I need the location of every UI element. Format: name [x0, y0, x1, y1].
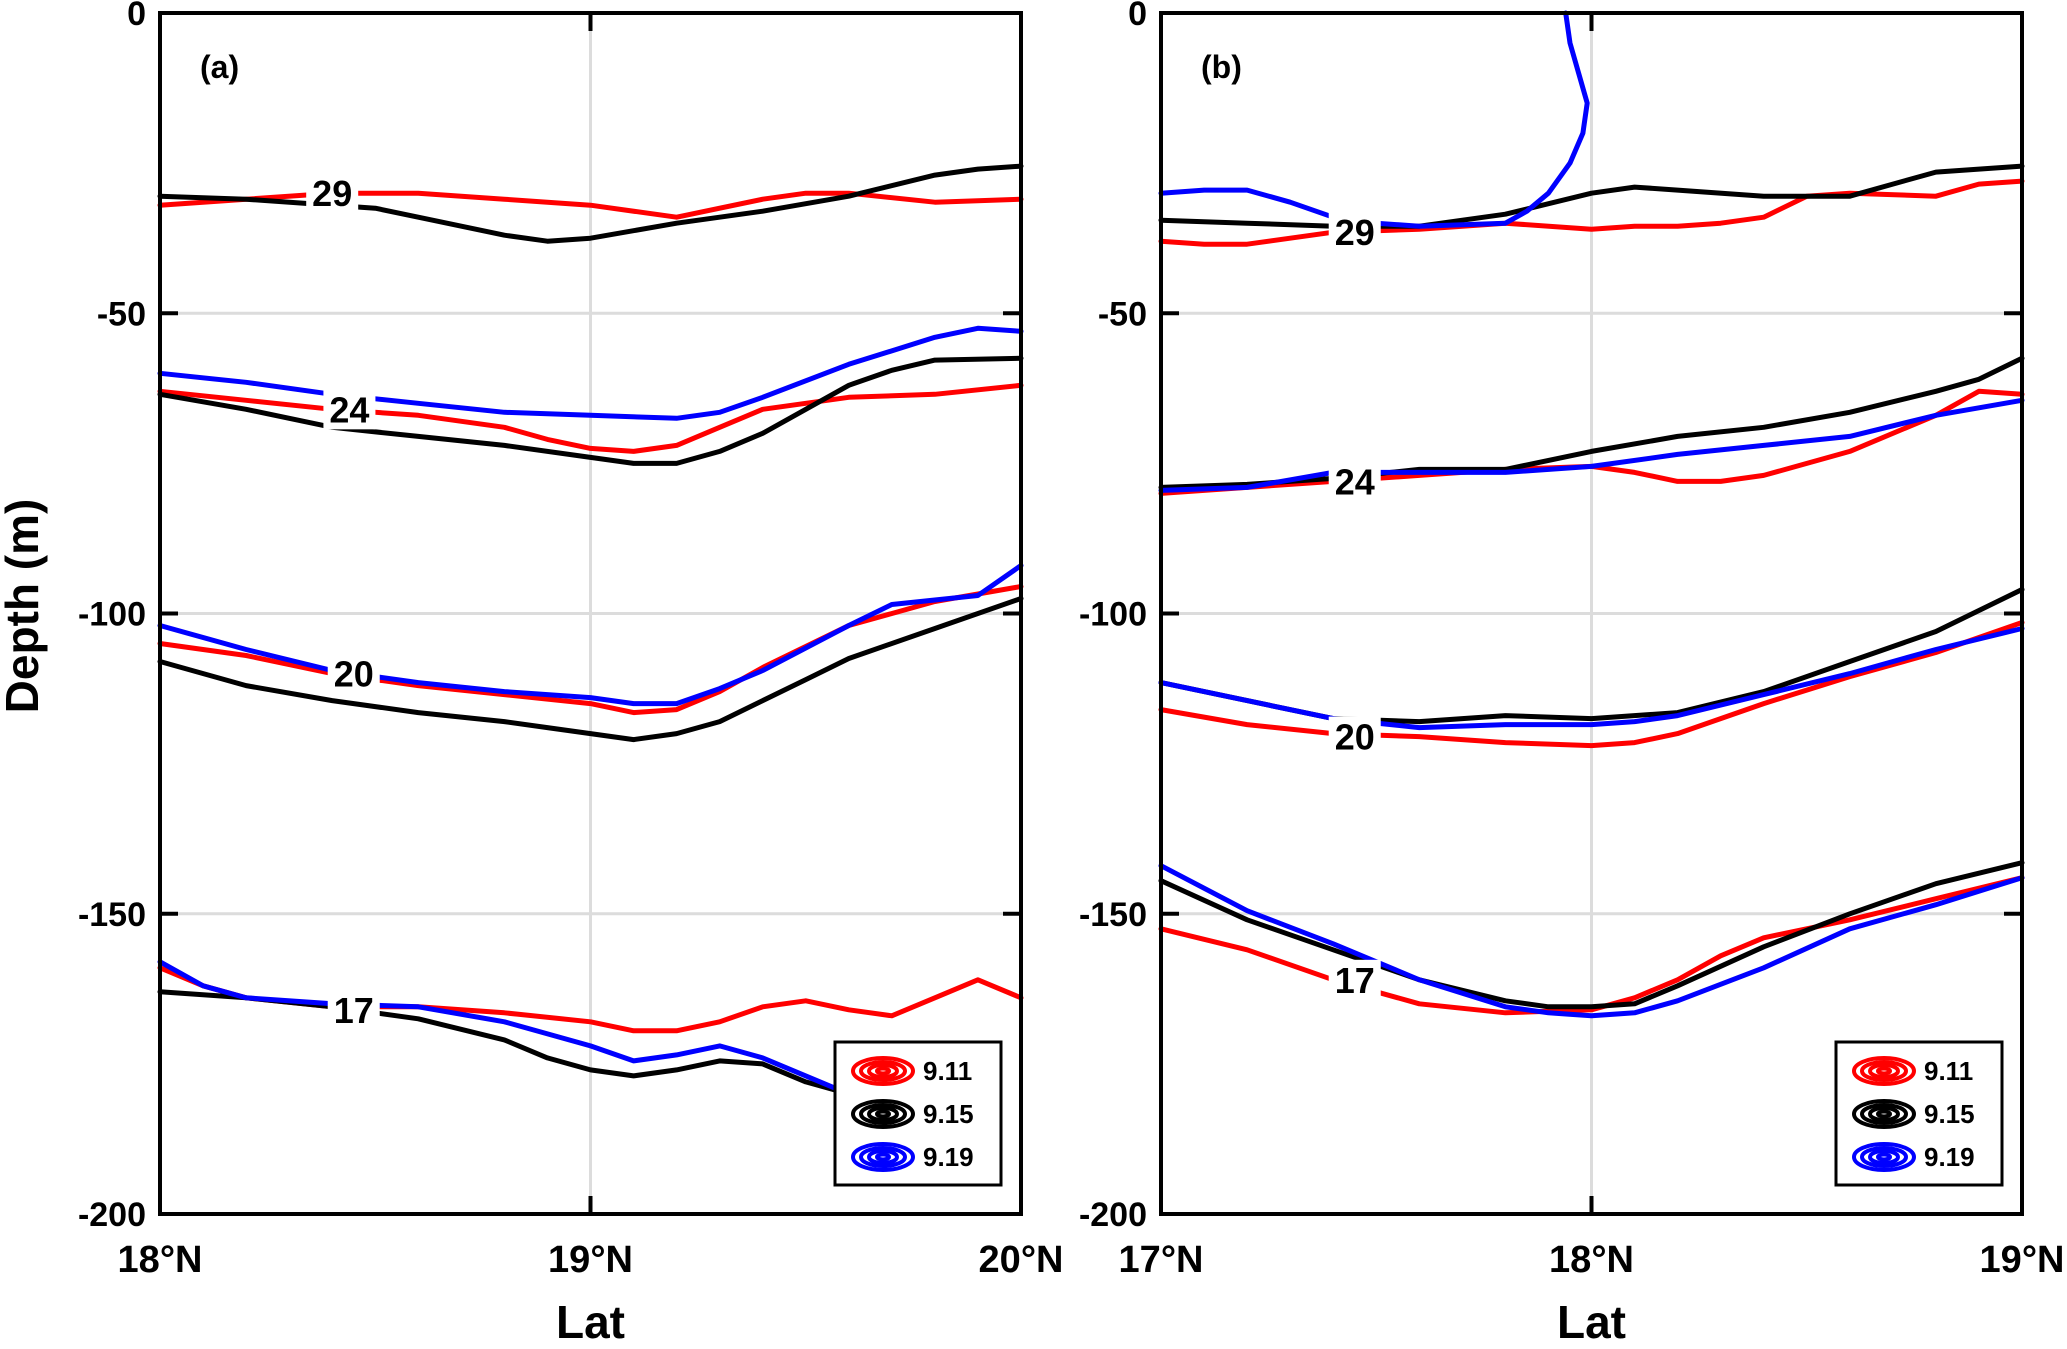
legend-label: 9.11 — [1924, 1056, 1973, 1086]
legend-swatch-ring — [867, 1149, 899, 1165]
contour-label: 17 — [1335, 960, 1375, 1001]
legend-item-9-15: 9.15 — [851, 1099, 974, 1129]
legend-item-9-19: 9.19 — [851, 1142, 974, 1172]
series-line-9-15-iso-17 — [157, 989, 852, 1097]
x-tick-label: 18°N — [1549, 1239, 1634, 1281]
legend-swatch-ring — [859, 1060, 907, 1082]
legend: 9.11 9.15 9.19 — [833, 1040, 1003, 1187]
y-tick-label: 0 — [1128, 0, 1147, 33]
y-tick-label: -150 — [78, 896, 146, 934]
panel-label: (b) — [1201, 49, 1242, 85]
legend-swatch-ring — [851, 1099, 915, 1129]
contour-label-bg — [323, 389, 376, 430]
y-tick-label: -200 — [1079, 1196, 1147, 1234]
panel-label: (a) — [200, 49, 239, 85]
legend-item-9-11: 9.11 — [1852, 1056, 1973, 1086]
legend-swatch-ring — [1860, 1103, 1908, 1125]
y-tick-label: -100 — [78, 596, 146, 634]
legend-swatch-ring — [1868, 1063, 1900, 1079]
panel-a: 29 24 20 17 0 -50 -100 -150 -200 18°N 19°N 20°N Lat (… — [78, 0, 1064, 1348]
legend-swatch-ring — [867, 1106, 899, 1122]
x-tick-label: 20°N — [979, 1239, 1064, 1281]
contour-label: 20 — [1335, 717, 1375, 758]
legend-label: 9.19 — [1924, 1142, 1975, 1172]
contour-label: 29 — [312, 173, 352, 214]
legend-swatch-ring — [859, 1103, 907, 1125]
contour-label: 29 — [1335, 212, 1375, 253]
legend-swatch-ring — [875, 1152, 891, 1162]
contour-label-bg — [1328, 212, 1381, 253]
y-tick-label: -100 — [1079, 596, 1147, 634]
series-line-9-19-iso-24 — [1158, 397, 2025, 493]
series-line-9-15-iso-24 — [1158, 355, 2025, 490]
contour-label-bg — [1328, 716, 1381, 757]
legend-swatch-ring — [851, 1056, 915, 1086]
series-line-9-15-iso-24 — [157, 355, 1024, 466]
y-tick-label: -150 — [1079, 896, 1147, 934]
x-axis-title: Lat — [556, 1296, 625, 1348]
series-line-9-15-iso-20 — [157, 596, 1024, 743]
legend-label: 9.15 — [923, 1099, 974, 1129]
series-line-9-11-iso-29 — [1158, 178, 2025, 247]
x-tick-label: 18°N — [118, 1239, 203, 1281]
contour-label-bg — [1328, 959, 1381, 1000]
panel-b: 29 24 20 17 0 -50 -100 -150 -200 17°N 18°N 19°N Lat (… — [1079, 0, 2065, 1348]
legend-swatch-ring — [1868, 1149, 1900, 1165]
legend-swatch-ring — [851, 1142, 915, 1172]
legend-swatch-ring — [867, 1063, 899, 1079]
contour-label-bg — [306, 173, 359, 214]
x-tick-label: 17°N — [1119, 1239, 1204, 1281]
legend-swatch-ring — [1876, 1066, 1892, 1076]
legend-item-9-19: 9.19 — [1852, 1142, 1975, 1172]
legend-label: 9.19 — [923, 1142, 974, 1172]
y-tick-label: -50 — [1098, 295, 1147, 333]
series-line-9-19-iso-17 — [1158, 863, 2025, 1019]
legend-swatch-ring — [1876, 1109, 1892, 1119]
legend-swatch-ring — [875, 1066, 891, 1076]
legend-swatch-ring — [875, 1109, 891, 1119]
contour-label: 24 — [329, 389, 369, 430]
legend-swatch-ring — [1852, 1142, 1916, 1172]
series-line-9-19-iso-29 — [1158, 10, 1590, 229]
series-line-9-15-iso-17 — [1158, 860, 2025, 1010]
contour-label: 17 — [334, 990, 374, 1031]
x-tick-label: 19°N — [1980, 1239, 2065, 1281]
legend-item-9-15: 9.15 — [1852, 1099, 1975, 1129]
y-tick-label: 0 — [127, 0, 146, 33]
series-line-9-11-iso-20 — [1158, 620, 2025, 749]
legend-item-9-11: 9.11 — [851, 1056, 972, 1086]
y-tick-label: -50 — [97, 295, 146, 333]
legend-swatch-ring — [1868, 1106, 1900, 1122]
x-tick-label: 19°N — [548, 1239, 633, 1281]
contour-label-bg — [327, 989, 380, 1030]
legend-swatch-ring — [1860, 1060, 1908, 1082]
contour-label: 24 — [1335, 461, 1375, 502]
legend-label: 9.11 — [923, 1056, 972, 1086]
contour-label: 20 — [334, 654, 374, 695]
legend-swatch-ring — [859, 1146, 907, 1168]
y-tick-label: -200 — [78, 1196, 146, 1234]
contour-label-bg — [327, 653, 380, 694]
legend-swatch-ring — [1852, 1099, 1916, 1129]
legend-swatch-ring — [1852, 1056, 1916, 1086]
contour-label-bg — [1328, 461, 1381, 502]
legend-label: 9.15 — [1924, 1099, 1975, 1129]
series-line-9-19-iso-20 — [1158, 626, 2025, 731]
series-line-9-19-iso-17 — [157, 959, 852, 1097]
legend: 9.11 9.15 9.19 — [1834, 1040, 2004, 1187]
x-axis-title: Lat — [1557, 1296, 1626, 1348]
legend-swatch-ring — [1876, 1152, 1892, 1162]
y-axis-title: Depth (m) — [0, 499, 48, 714]
legend-swatch-ring — [1860, 1146, 1908, 1168]
